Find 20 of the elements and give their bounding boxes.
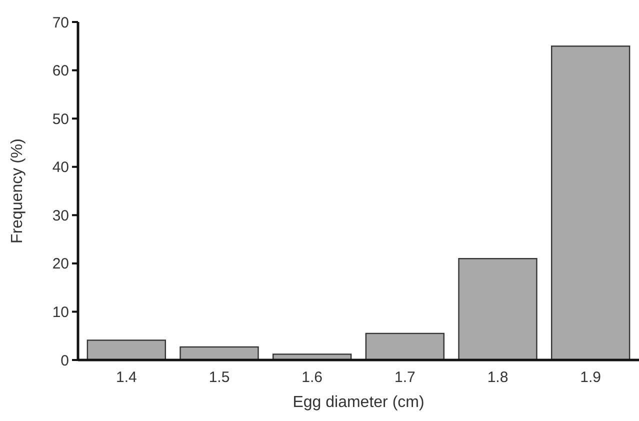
- y-axis-title: Frequency (%): [9, 138, 26, 244]
- x-axis-title: Egg diameter (cm): [292, 394, 424, 411]
- x-tick-label: 1.9: [580, 369, 602, 386]
- x-tick-label: 1.7: [394, 369, 416, 386]
- x-tick-label: 1.6: [302, 369, 323, 386]
- x-tick-label: 1.4: [116, 369, 137, 386]
- y-tick-label: 0: [60, 352, 69, 370]
- y-tick-label: 10: [52, 304, 69, 321]
- bar: [86, 340, 166, 361]
- y-tick-label: 30: [52, 207, 69, 224]
- y-tick-label: 20: [52, 256, 69, 273]
- bar: [365, 332, 445, 361]
- bar: [550, 46, 630, 361]
- y-tick-label: 50: [52, 110, 69, 128]
- y-tick-label: 70: [52, 14, 69, 32]
- x-tick-label: 1.5: [208, 369, 230, 386]
- y-tick-label: 40: [52, 159, 69, 176]
- bar: [458, 258, 538, 361]
- x-tick-label: 1.8: [487, 369, 508, 386]
- y-tick-label: 60: [52, 62, 69, 80]
